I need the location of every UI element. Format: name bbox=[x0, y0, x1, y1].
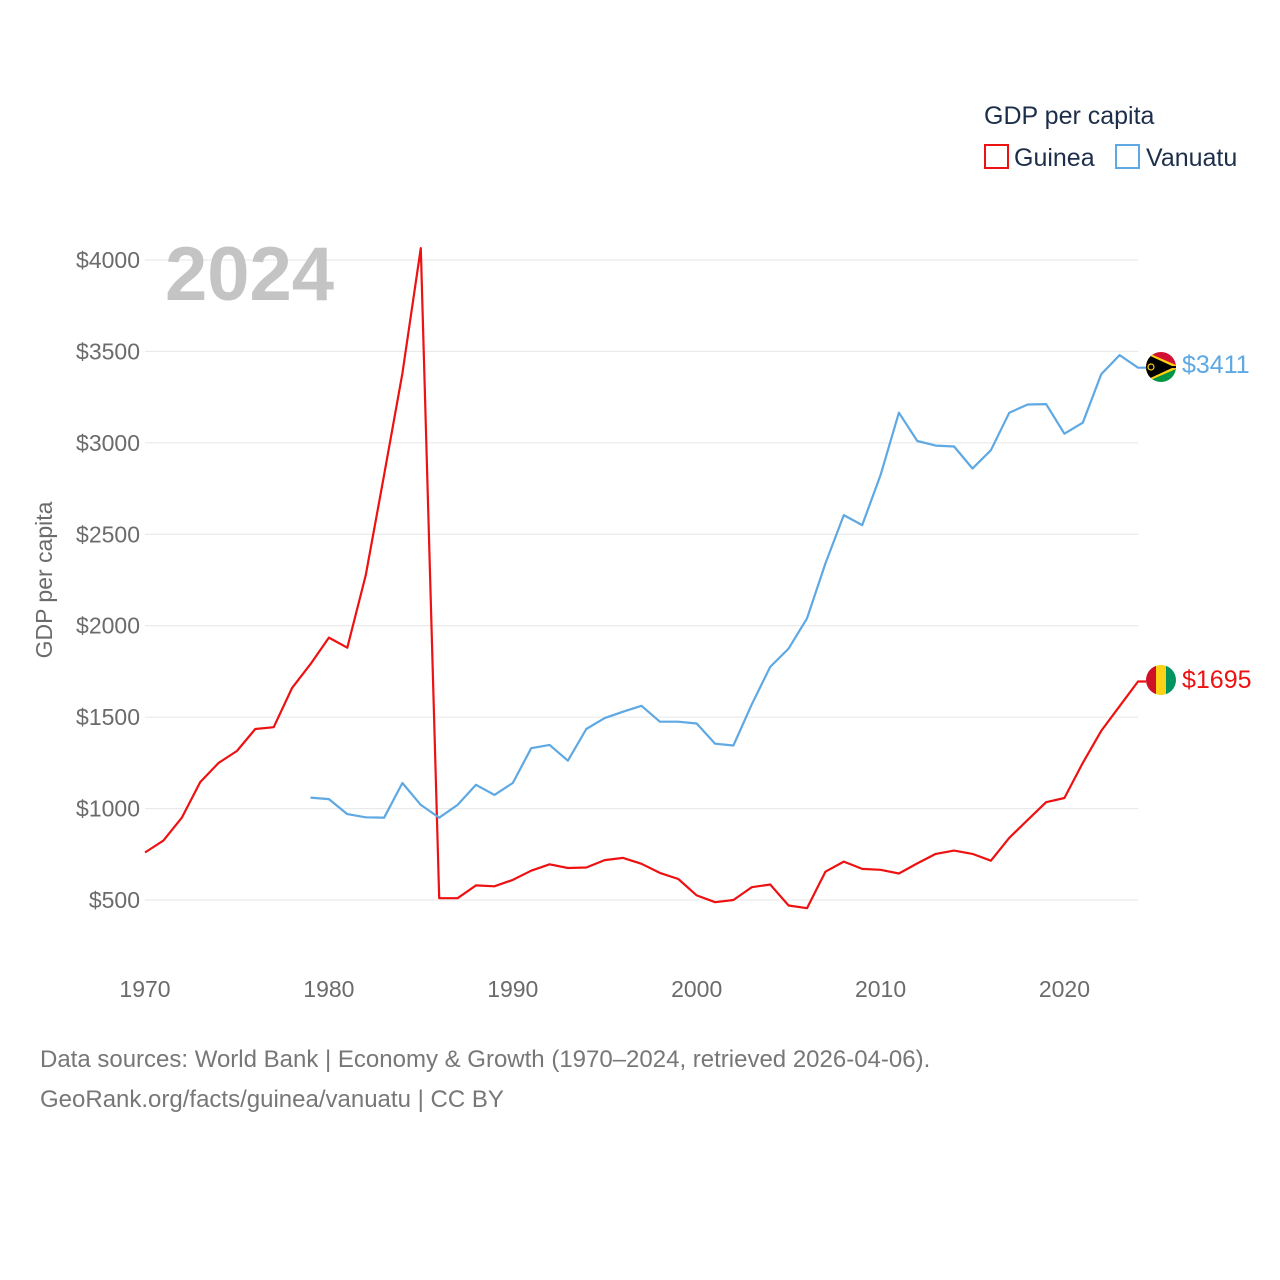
source-line-2[interactable]: GeoRank.org/facts/guinea/vanuatu | CC BY bbox=[40, 1086, 504, 1113]
legend-title: GDP per capita bbox=[984, 102, 1155, 130]
x-axis-ticks: 1970 1980 1990 2000 2010 2020 bbox=[119, 976, 1090, 1002]
x-tick-label: 2020 bbox=[1039, 976, 1090, 1002]
y-tick-label: $1000 bbox=[76, 796, 140, 822]
legend: GDP per capita Guinea Vanuatu bbox=[984, 102, 1237, 172]
legend-swatch-vanuatu bbox=[1115, 144, 1140, 169]
year-label: 2024 bbox=[165, 232, 334, 317]
legend-swatch-guinea bbox=[984, 144, 1009, 169]
source-line-1: Data sources: World Bank | Economy & Gro… bbox=[40, 1046, 931, 1073]
gridlines bbox=[145, 259, 1138, 901]
gdp-line-chart: $500$1000$1500$2000$2500$3000$3500$4000 … bbox=[31, 102, 1252, 1002]
y-tick-label: $4000 bbox=[76, 247, 140, 273]
y-tick-label: $2000 bbox=[76, 613, 140, 639]
x-tick-label: 1990 bbox=[487, 976, 538, 1002]
legend-label-guinea[interactable]: Guinea bbox=[1014, 144, 1095, 172]
x-tick-label: 2000 bbox=[671, 976, 722, 1002]
source-note: Data sources: World Bank | Economy & Gro… bbox=[40, 1040, 1240, 1120]
x-tick-label: 1980 bbox=[303, 976, 354, 1002]
y-tick-label: $3000 bbox=[76, 430, 140, 456]
guinea-flag-icon bbox=[1146, 665, 1176, 695]
vanuatu-flag-icon bbox=[1146, 352, 1176, 382]
y-axis-ticks: $500 $1000 $1500 $2000 $2500 $3000 $3500 $4000 bbox=[76, 247, 140, 913]
y-tick-label: $3500 bbox=[76, 338, 140, 364]
x-tick-label: 1970 bbox=[119, 976, 170, 1002]
y-tick-label: $1500 bbox=[76, 704, 140, 730]
y-axis-label: GDP per capita bbox=[31, 501, 57, 658]
x-tick-label: 2010 bbox=[855, 976, 906, 1002]
y-tick-label: $500 bbox=[89, 887, 140, 913]
series-lines bbox=[144, 247, 1147, 910]
series-line-guinea[interactable] bbox=[144, 247, 1146, 910]
y-tick-label: $2500 bbox=[76, 521, 140, 547]
end-value-guinea: $1695 bbox=[1182, 666, 1252, 694]
legend-label-vanuatu[interactable]: Vanuatu bbox=[1146, 144, 1237, 172]
end-value-vanuatu: $3411 bbox=[1182, 351, 1250, 379]
series-line-vanuatu[interactable] bbox=[310, 354, 1147, 819]
